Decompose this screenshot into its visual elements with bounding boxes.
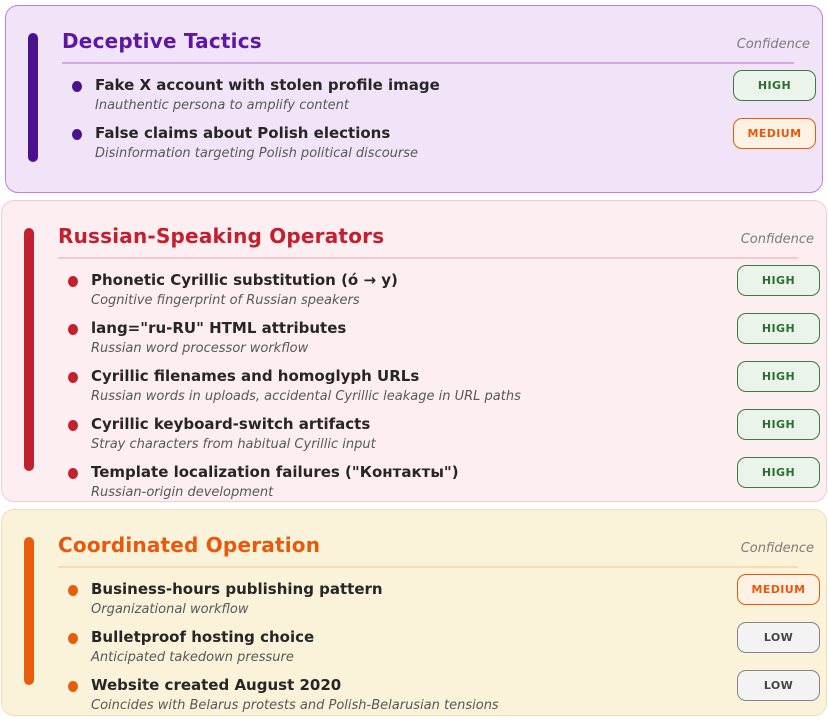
evidence-item: Cyrillic filenames and homoglyph URLs Ru… [58,361,820,405]
evidence-item: Fake X account with stolen profile image… [62,70,816,114]
evidence-title: False claims about Polish elections [95,124,391,142]
evidence-title: Fake X account with stolen profile image [95,76,440,94]
evidence-item: lang="ru-RU" HTML attributes Russian wor… [58,313,820,357]
evidence-item: Bulletproof hosting choice Anticipated t… [58,622,820,666]
evidence-title: Template localization failures ("Контакт… [91,463,459,481]
bullet-icon [68,681,78,692]
confidence-badge: HIGH [737,313,820,344]
evidence-subtitle: Coincides with Belarus protests and Poli… [91,698,499,713]
section-title: Deceptive Tactics [62,29,262,53]
evidence-subtitle: Cognitive fingerprint of Russian speaker… [91,293,360,308]
confidence-badge: HIGH [737,265,820,296]
evidence-item: Phonetic Cyrillic substitution (ó → y) C… [58,265,820,309]
bullet-icon [68,276,78,287]
bullet-icon [68,324,78,335]
bullet-icon [68,468,78,479]
confidence-badge: LOW [737,622,820,653]
evidence-subtitle: Organizational workflow [91,602,249,617]
bullet-icon [68,372,78,383]
bullet-icon [68,585,78,596]
red-accent-bar [24,228,34,471]
bullet-icon [72,129,82,140]
orange-accent-bar [24,537,34,685]
confidence-badge: MEDIUM [733,118,816,149]
evidence-title: Bulletproof hosting choice [91,628,315,646]
evidence-subtitle: Stray characters from habitual Cyrillic … [91,437,376,452]
title-divider [58,566,798,568]
evidence-subtitle: Russian word processor workflow [91,341,309,356]
confidence-badge: HIGH [737,457,820,488]
confidence-badge: HIGH [737,361,820,392]
evidence-title: Phonetic Cyrillic substitution (ó → y) [91,271,398,289]
confidence-column-label: Confidence [736,37,810,52]
card-deceptive-tactics: Deceptive Tactics Confidence Fake X acco… [5,5,823,193]
confidence-column-label: Confidence [740,541,814,556]
card-header: Coordinated Operation Confidence [58,533,820,557]
evidence-subtitle: Disinformation targeting Polish politica… [95,146,419,161]
title-divider [62,62,794,64]
card-header: Russian-Speaking Operators Confidence [58,224,820,248]
section-title: Coordinated Operation [58,533,321,557]
evidence-item: Website created August 2020 Coincides wi… [58,670,820,714]
evidence-subtitle: Anticipated takedown pressure [91,650,294,665]
evidence-item: Business-hours publishing pattern Organi… [58,574,820,618]
evidence-title: Cyrillic keyboard-switch artifacts [91,415,371,433]
evidence-title: Cyrillic filenames and homoglyph URLs [91,367,420,385]
card-coordinated-operation: Coordinated Operation Confidence Busines… [1,509,827,716]
confidence-badge: MEDIUM [737,574,820,605]
evidence-item: False claims about Polish elections Disi… [62,118,816,162]
confidence-badge: HIGH [733,70,816,101]
evidence-subtitle: Russian words in uploads, accidental Cyr… [91,389,521,404]
bullet-icon [68,420,78,431]
section-title: Russian-Speaking Operators [58,224,385,248]
bullet-icon [72,81,82,92]
evidence-subtitle: Inauthentic persona to amplify content [95,98,349,113]
title-divider [58,257,798,259]
purple-accent-bar [28,33,38,162]
evidence-item: Cyrillic keyboard-switch artifacts Stray… [58,409,820,453]
confidence-badge: LOW [737,670,820,701]
card-russian-speaking-operators: Russian-Speaking Operators Confidence Ph… [1,200,827,502]
evidence-item: Template localization failures ("Контакт… [58,457,820,501]
evidence-title: lang="ru-RU" HTML attributes [91,319,347,337]
evidence-title: Website created August 2020 [91,676,342,694]
card-header: Deceptive Tactics Confidence [62,29,816,53]
evidence-title: Business-hours publishing pattern [91,580,383,598]
evidence-subtitle: Russian-origin development [91,485,274,500]
confidence-column-label: Confidence [740,232,814,247]
bullet-icon [68,633,78,644]
confidence-badge: HIGH [737,409,820,440]
